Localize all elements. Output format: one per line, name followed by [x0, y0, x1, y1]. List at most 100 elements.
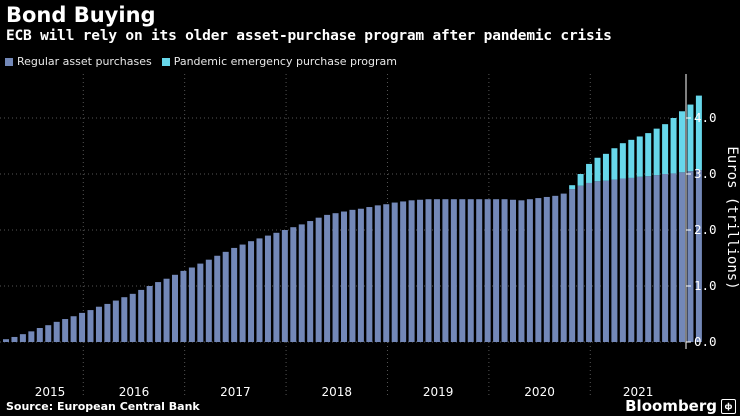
bar-pandemic: [594, 157, 601, 182]
bar-regular: [425, 199, 432, 342]
bar-regular: [36, 328, 43, 342]
bar-regular: [155, 282, 162, 342]
source-note: Source: European Central Bank: [6, 400, 200, 413]
bar-regular: [636, 176, 643, 342]
bar-regular: [679, 172, 685, 342]
x-year-label: 2017: [220, 385, 251, 399]
y-ticks: 0.0 1.0 2.0 3.0 4.0: [686, 110, 717, 349]
bar-regular: [205, 259, 212, 342]
bar-regular: [95, 306, 102, 342]
y-tick-label: 3.0: [694, 166, 717, 181]
bar-regular: [662, 174, 669, 342]
brand-badge-icon: ф: [721, 398, 736, 414]
bar-regular: [357, 208, 364, 342]
bar-regular: [493, 199, 500, 342]
bar-regular: [163, 278, 170, 342]
bar-regular: [264, 235, 271, 342]
bar-regular: [214, 255, 221, 342]
bar-regular: [400, 201, 407, 342]
x-year-label: 2016: [119, 385, 150, 399]
bar-pandemic: [636, 136, 643, 177]
bar-regular: [290, 227, 297, 342]
brand-name: Bloomberg: [625, 397, 717, 415]
bar-regular: [121, 297, 128, 342]
chart-subtitle: ECB will rely on its older asset-purchas…: [6, 28, 612, 44]
bar-pandemic: [628, 139, 635, 178]
bar-regular: [484, 199, 491, 342]
bar-regular: [349, 209, 356, 342]
bar-regular: [594, 181, 601, 342]
bar-regular: [510, 199, 516, 342]
bar-regular: [535, 198, 542, 342]
bar-pandemic: [679, 111, 685, 173]
bar-regular: [417, 199, 424, 342]
bar-regular: [307, 221, 314, 342]
bar-regular: [586, 182, 593, 342]
bar-regular: [619, 178, 626, 342]
bar-regular: [611, 179, 618, 342]
chart-title: Bond Buying: [6, 3, 156, 27]
legend-item-pandemic: Pandemic emergency purchase program: [161, 55, 397, 68]
bar-regular: [391, 202, 398, 342]
bar-regular: [450, 199, 457, 342]
bar-regular: [53, 321, 60, 342]
bar-regular: [87, 310, 94, 342]
bar-regular: [172, 274, 178, 342]
bar-regular: [577, 185, 584, 342]
bar-regular: [19, 334, 26, 342]
legend-item-regular: Regular asset purchases: [5, 55, 152, 68]
bar-regular: [28, 331, 35, 342]
bar-regular: [188, 267, 195, 342]
bar-regular: [560, 193, 567, 342]
bar-regular: [695, 170, 702, 342]
bar-regular: [45, 325, 52, 342]
bar-regular: [62, 319, 69, 342]
x-year-label: 2019: [423, 385, 454, 399]
brand-logo: Bloomberg ф: [625, 397, 736, 415]
bar-pandemic: [653, 128, 660, 176]
y-tick-label: 2.0: [694, 222, 717, 237]
bar-regular: [222, 251, 229, 342]
bar-regular: [315, 217, 322, 342]
bar-regular: [408, 200, 415, 342]
legend-swatch-regular: [5, 57, 13, 66]
bar-regular: [476, 199, 483, 342]
bar-regular: [459, 199, 466, 342]
bar-pandemic: [695, 95, 702, 171]
bar-pandemic: [619, 143, 626, 179]
bar-regular: [197, 263, 204, 342]
bar-pandemic: [586, 163, 593, 183]
bar-pandemic: [687, 104, 694, 172]
bar-regular: [231, 247, 238, 342]
bar-pandemic: [569, 185, 576, 190]
bar-pandemic: [577, 174, 584, 186]
legend-swatch-pandemic: [161, 57, 170, 66]
bar-regular: [670, 173, 677, 342]
bar-regular: [79, 312, 86, 342]
bar-regular: [70, 316, 77, 342]
bar-pandemic: [645, 133, 652, 177]
legend: Regular asset purchases Pandemic emergen…: [5, 55, 407, 68]
bar-regular: [374, 205, 381, 342]
bar-regular: [383, 204, 390, 342]
bar-pandemic: [662, 124, 669, 174]
x-year-labels: 2015 2016 2017 2018 2019 2020 2021: [35, 385, 654, 399]
bar-regular: [543, 196, 550, 342]
y-tick-label: 4.0: [694, 110, 717, 125]
legend-label-regular: Regular asset purchases: [17, 55, 152, 68]
bar-regular: [332, 213, 339, 342]
bar-regular: [3, 339, 9, 342]
bar-regular: [248, 241, 255, 342]
bar-regular: [256, 238, 263, 342]
bar-regular: [366, 207, 373, 342]
y-axis-label: Euros (trillions): [724, 146, 740, 289]
bar-regular: [687, 171, 694, 342]
bar-regular: [501, 199, 508, 342]
bar-regular: [180, 270, 187, 342]
bar-regular: [645, 176, 652, 342]
x-year-label: 2021: [623, 385, 654, 399]
x-year-label: 2015: [35, 385, 66, 399]
bar-regular: [239, 244, 246, 342]
bar-regular: [526, 199, 533, 342]
